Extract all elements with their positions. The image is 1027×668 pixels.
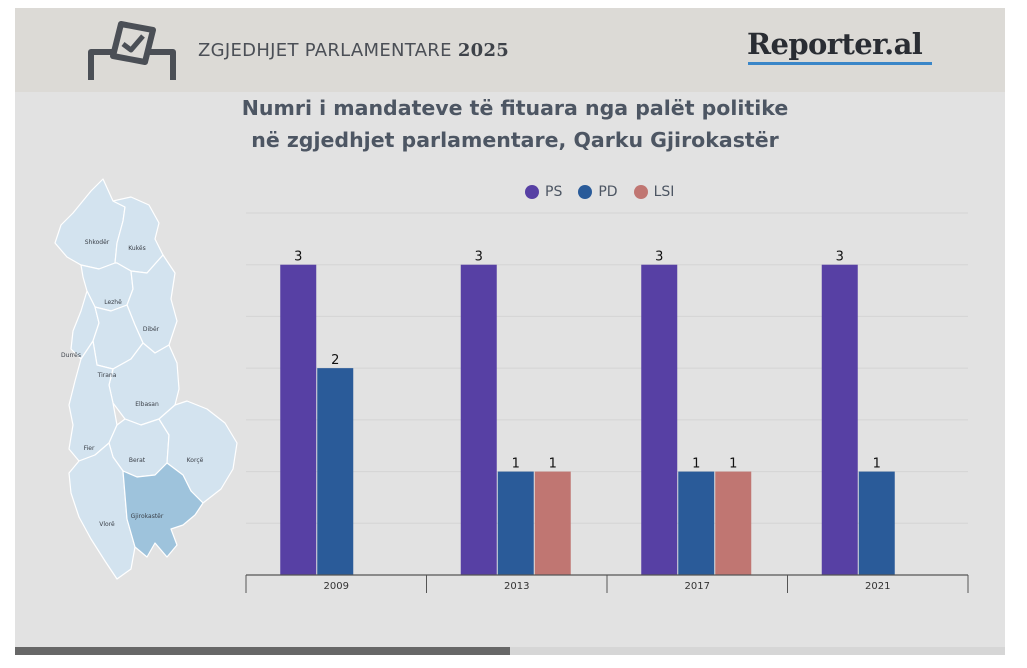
bar-lsi-2017 (715, 471, 752, 575)
x-tick-label: 2021 (865, 581, 890, 592)
bar-pd-2013 (497, 471, 534, 575)
bar-chart: 3 2 2009 3 1 1 2013 3 1 1 2017 3 1 2021 (245, 212, 969, 593)
data-label: 1 (549, 457, 557, 472)
map-label-shkoder: Shkodër (85, 239, 110, 246)
albania-map: Shkodër Kukës Lezhë Dibër Durrës Tirana … (54, 178, 238, 580)
bar-lsi-2013 (534, 471, 571, 575)
bar-pd-2021 (858, 471, 895, 575)
x-tick-label: 2013 (504, 581, 529, 592)
map-label-elbasan: Elbasan (135, 401, 159, 408)
map-label-kukes: Kukës (128, 245, 146, 252)
progress-fill (15, 647, 510, 655)
chart-title: Numri i mandateve të fituara nga palët p… (155, 92, 875, 156)
bar-ps-2009 (280, 264, 317, 575)
legend-label: PD (598, 184, 618, 200)
data-label: 3 (475, 250, 483, 265)
header-bar: ZGJEDHJET PARLAMENTARE 2025 Reporter.al (15, 8, 1005, 92)
header-title-text: ZGJEDHJET PARLAMENTARE (198, 40, 452, 61)
legend-swatch (633, 185, 648, 199)
data-label: 3 (655, 250, 663, 265)
legend-label: PS (545, 184, 563, 200)
data-label: 3 (836, 250, 844, 265)
legend-item-pd[interactable]: PD (578, 184, 618, 200)
logo-underline (748, 62, 932, 65)
map-label-tirana: Tirana (97, 372, 117, 379)
map-label-vlore: Vlorë (99, 521, 115, 528)
chart-title-line1: Numri i mandateve të fituara nga palët p… (241, 96, 789, 120)
map-label-lezhe: Lezhë (104, 299, 122, 306)
chart-title-line2: në zgjedhjet parlamentare, Qarku Gjiroka… (251, 128, 779, 152)
chart-legend: PS PD LSI (525, 182, 690, 202)
bar-pd-2017 (678, 471, 715, 575)
map-region-gjirokaster (122, 462, 204, 558)
data-label: 1 (512, 457, 520, 472)
map-label-korce: Korçë (187, 457, 204, 464)
legend-item-lsi[interactable]: LSI (633, 184, 675, 200)
bar-ps-2017 (641, 264, 678, 575)
map-label-durres: Durrës (61, 352, 81, 359)
map-region-vlore (68, 442, 136, 580)
legend-swatch (578, 185, 593, 199)
map-label-fier: Fier (84, 445, 95, 452)
data-label: 2 (331, 353, 339, 368)
data-label: 1 (692, 457, 700, 472)
legend-swatch (525, 185, 539, 199)
map-label-diber: Dibër (143, 326, 160, 333)
progress-bar (15, 647, 1005, 655)
bar-ps-2021 (821, 264, 858, 575)
map-region-elbasan (108, 342, 180, 426)
data-label: 3 (294, 250, 302, 265)
data-label: 1 (873, 457, 881, 472)
header-title-year: 2025 (457, 40, 510, 61)
map-region-korce (158, 400, 238, 504)
legend-item-ps[interactable]: PS (525, 184, 562, 200)
bar-pd-2009 (317, 368, 354, 575)
map-label-berat: Berat (129, 457, 146, 464)
legend-label: LSI (653, 184, 675, 200)
chart-card: ZGJEDHJET PARLAMENTARE 2025 Reporter.al … (15, 8, 1005, 655)
reporter-logo[interactable]: Reporter.al (747, 27, 923, 61)
data-label: 1 (729, 457, 737, 472)
x-tick-label: 2017 (685, 581, 710, 592)
header-title: ZGJEDHJET PARLAMENTARE 2025 (198, 40, 509, 61)
ballot-box-icon (88, 21, 176, 80)
x-tick-label: 2009 (324, 581, 349, 592)
map-label-gjirokaster: Gjirokastër (131, 513, 164, 520)
bar-ps-2013 (460, 264, 497, 575)
